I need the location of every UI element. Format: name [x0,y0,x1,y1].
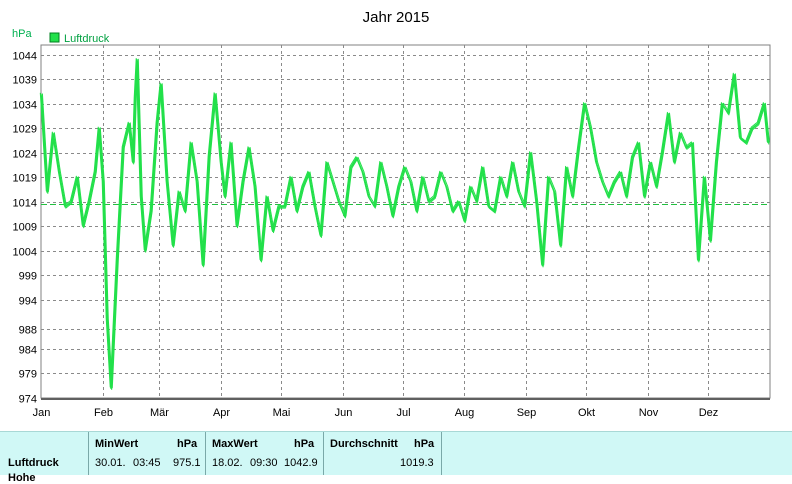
max-date: 18.02. [212,457,243,469]
x-tick-label: Nov [639,407,659,419]
y-tick-label: 1034 [13,100,37,112]
y-tick-label: 1014 [13,198,37,210]
x-tick-label: Dez [699,407,719,419]
x-tick-label: Mai [273,407,291,419]
stats-avg-cell: Durchschnitt hPa 1019.3 [324,432,442,475]
avg-unit: hPa [414,438,435,450]
min-value: 975.1 [173,457,201,469]
min-time: 03:45 [133,457,161,469]
stats-panel: Luftdruck Hohe MinWert hPa 30.01. 03:45 … [0,431,792,484]
x-tick-label: Feb [94,407,113,419]
legend-label: Luftdruck [64,33,110,45]
x-tick-label: Sep [517,407,537,419]
min-unit: hPa [177,438,198,450]
stats-max-cell: MaxWert hPa 18.02. 09:30 1042.9 [206,432,324,475]
y-tick-label: 994 [19,296,37,308]
y-tick-label: 999 [19,271,37,283]
avg-value: 1019.3 [400,457,434,469]
chart: Jahr 2015 hPa Luftdruck 9749799849889949… [12,9,771,419]
series-line-luftdruck [41,58,770,389]
y-tick-label: 1044 [13,51,37,63]
min-header: MinWert [95,438,139,450]
stats-row-label: Luftdruck [8,457,59,469]
plot-area: 974 979 984 988 994 999 1004 1009 1014 1019 1024 10… [13,44,771,419]
min-date: 30.01. [95,457,126,469]
y-tick-label: 979 [19,369,37,381]
x-tick-label: Mär [150,407,169,419]
y-tick-label: 974 [19,394,37,406]
x-tick-label: Aug [455,407,475,419]
series-line-luftdruck [41,60,770,390]
x-tick-label: Jun [335,407,353,419]
x-tick-label: Apr [213,407,230,419]
series-line-luftdruck [40,59,769,389]
y-axis-unit: hPa [12,28,32,40]
max-value: 1042.9 [284,457,318,469]
x-tick-label: Okt [578,407,595,419]
x-tick-label: Jul [396,407,410,419]
avg-header: Durchschnitt [330,438,398,450]
y-tick-label: 984 [19,345,37,357]
stats-min-cell: MinWert hPa 30.01. 03:45 975.1 [88,432,206,475]
y-tick-label: 1019 [13,173,37,185]
series-line-luftdruck [39,58,768,388]
legend-swatch [49,32,60,43]
x-tick-label: Jan [33,407,51,419]
y-tick-label: 1004 [13,247,37,259]
max-time: 09:30 [250,457,278,469]
max-header: MaxWert [212,438,258,450]
y-tick-label: 1024 [13,149,37,161]
chart-title: Jahr 2015 [363,9,430,26]
y-tick-label: 1029 [13,124,37,136]
max-unit: hPa [294,438,315,450]
y-tick-label: 1009 [13,222,37,234]
y-tick-label: 1039 [13,75,37,87]
y-tick-label: 988 [19,325,37,337]
